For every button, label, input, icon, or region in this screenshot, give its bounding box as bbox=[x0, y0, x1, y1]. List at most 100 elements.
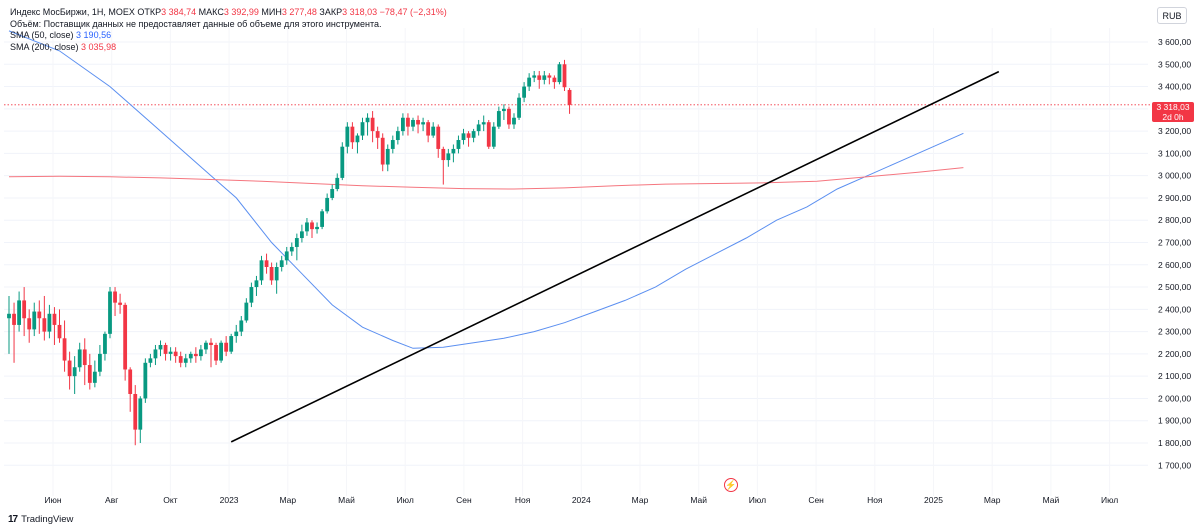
candle-down bbox=[375, 131, 380, 138]
candle-up bbox=[360, 122, 365, 136]
candle-down bbox=[27, 318, 32, 330]
candle-up bbox=[340, 146, 345, 178]
sma200-row[interactable]: SMA (200, close) 3 035,98 bbox=[10, 42, 447, 54]
candle-up bbox=[77, 349, 82, 368]
candle-up bbox=[305, 222, 309, 232]
x-tick-label: Июл bbox=[1101, 495, 1118, 505]
currency-button[interactable]: RUB bbox=[1157, 7, 1187, 24]
candle-up bbox=[335, 177, 340, 190]
candle-up bbox=[289, 246, 294, 252]
candle-down bbox=[269, 267, 274, 281]
last-price-label: 3 318,03 2d 0h bbox=[1152, 102, 1194, 122]
time-axis[interactable]: Июн Авг Окт 2023 Мар Май Июл Сен Ноя 2024 Мар Май Ию… bbox=[44, 495, 1118, 505]
candle-up bbox=[98, 353, 102, 372]
x-tick-label: 2023 bbox=[220, 495, 239, 505]
x-tick-label: Сен bbox=[808, 495, 824, 505]
candle-up bbox=[72, 367, 77, 377]
candle-up bbox=[542, 75, 547, 80]
candle-up bbox=[325, 197, 330, 212]
candle-down bbox=[567, 89, 572, 105]
candle-down bbox=[380, 137, 385, 165]
candle-up bbox=[47, 313, 52, 332]
candle-up bbox=[532, 75, 537, 78]
sma50-line bbox=[8, 30, 964, 349]
candle-up bbox=[244, 302, 249, 321]
candle-up bbox=[451, 148, 456, 154]
candle-down bbox=[52, 313, 57, 325]
y-tick-label: 2 100,00 bbox=[1158, 371, 1191, 381]
moving-averages bbox=[8, 30, 964, 349]
sma50-row[interactable]: SMA (50, close) 3 190,56 bbox=[10, 30, 447, 42]
x-tick-label: Авг bbox=[105, 495, 118, 505]
candle-down bbox=[436, 126, 441, 149]
volume-note: Объём: Поставщик данных не предоставляет… bbox=[10, 18, 382, 29]
tradingview-logo[interactable]: 17 TradingView bbox=[8, 514, 73, 525]
candle-down bbox=[113, 291, 117, 303]
trend-line[interactable] bbox=[230, 70, 1000, 443]
candle-up bbox=[284, 251, 289, 261]
close-value: 3 318,03 bbox=[342, 7, 378, 17]
candle-up bbox=[431, 126, 436, 136]
y-tick-label: 3 000,00 bbox=[1158, 171, 1191, 181]
x-tick-label: Май bbox=[1043, 495, 1060, 505]
instrument-name[interactable]: Индекс МосБиржи, 1Н, MOEX bbox=[10, 7, 135, 17]
candle-down bbox=[350, 126, 355, 143]
candle-down bbox=[193, 353, 198, 357]
candle-up bbox=[254, 280, 259, 288]
sma50-value: 3 190,56 bbox=[76, 30, 112, 41]
candle-up bbox=[183, 358, 188, 363]
candle-up bbox=[274, 267, 279, 281]
x-tick-label: Сен bbox=[456, 495, 472, 505]
candle-up bbox=[345, 126, 350, 147]
y-tick-label: 2 800,00 bbox=[1158, 215, 1191, 225]
candlestick-series bbox=[7, 59, 572, 446]
candle-up bbox=[421, 122, 425, 125]
candle-up bbox=[355, 135, 360, 143]
candle-down bbox=[466, 133, 471, 138]
sma200-label: SMA (200, close) bbox=[10, 41, 79, 52]
candle-down bbox=[310, 222, 314, 230]
candle-down bbox=[128, 369, 133, 394]
candle-up bbox=[300, 231, 304, 239]
candle-down bbox=[22, 300, 27, 319]
candle-up bbox=[229, 336, 234, 352]
candle-up bbox=[461, 133, 466, 141]
y-tick-label: 2 000,00 bbox=[1158, 393, 1191, 403]
high-value: 3 392,99 bbox=[223, 7, 259, 17]
candle-up bbox=[249, 287, 254, 303]
candle-up bbox=[138, 398, 143, 430]
candle-up bbox=[446, 153, 451, 161]
y-tick-label: 2 600,00 bbox=[1158, 260, 1191, 270]
candle-down bbox=[562, 64, 567, 88]
candle-up bbox=[476, 124, 481, 132]
x-tick-label: Окт bbox=[163, 495, 177, 505]
candle-down bbox=[57, 324, 62, 339]
candle-up bbox=[158, 344, 163, 350]
candle-up bbox=[108, 291, 112, 334]
candle-down bbox=[82, 349, 87, 366]
candle-up bbox=[294, 238, 299, 247]
y-tick-label: 3 500,00 bbox=[1158, 59, 1191, 69]
candle-up bbox=[496, 111, 501, 127]
candle-down bbox=[486, 122, 491, 147]
lightning-icon[interactable]: ⚡ bbox=[724, 478, 738, 492]
candle-down bbox=[123, 304, 128, 370]
candle-up bbox=[471, 131, 476, 138]
y-tick-label: 2 200,00 bbox=[1158, 349, 1191, 359]
y-tick-label: 2 900,00 bbox=[1158, 193, 1191, 203]
open-label: ОТКР bbox=[137, 7, 162, 17]
y-tick-label: 3 600,00 bbox=[1158, 37, 1191, 47]
candle-down bbox=[441, 148, 446, 161]
candle-up bbox=[527, 77, 532, 87]
candle-up bbox=[199, 349, 203, 357]
candle-down bbox=[12, 313, 16, 325]
last-price-value: 3 318,03 bbox=[1156, 102, 1190, 112]
x-tick-label: Ноя bbox=[515, 495, 531, 505]
candle-down bbox=[552, 77, 557, 83]
candle-down bbox=[214, 344, 218, 361]
candle-up bbox=[153, 349, 158, 359]
y-tick-label: 2 300,00 bbox=[1158, 327, 1191, 337]
candle-up bbox=[188, 353, 193, 359]
candle-down bbox=[426, 122, 431, 136]
